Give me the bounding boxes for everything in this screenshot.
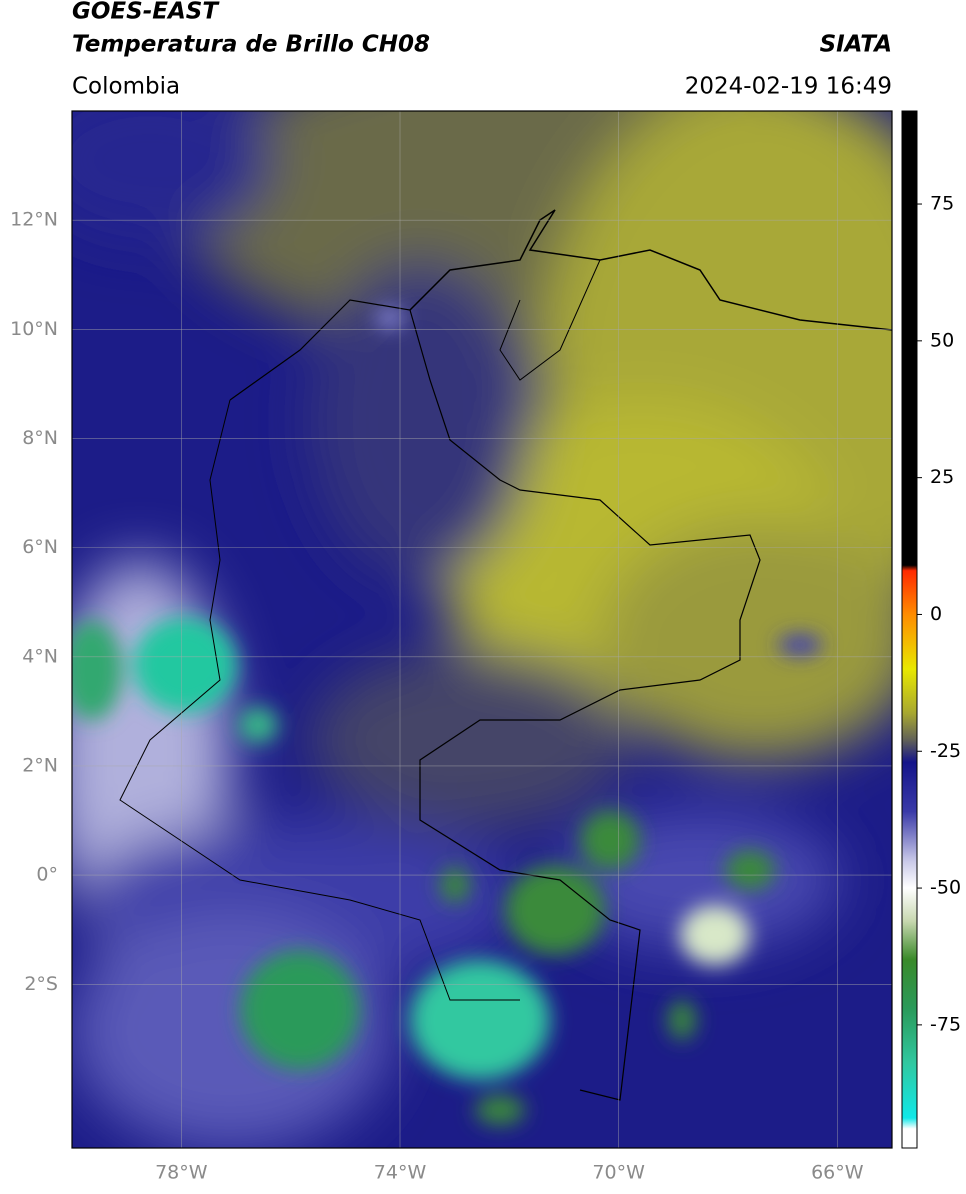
y-tick-label: 2°S [24,973,58,995]
y-tick-label: 2°N [22,754,58,776]
x-tick-label: 78°W [155,1162,208,1184]
colorbar-tick-label: 25 [930,466,954,488]
colorbar-tick-label: 75 [930,193,954,215]
datetime: 2024-02-19 16:49 [685,74,892,100]
grid [72,111,892,1148]
x-tick-label: 70°W [592,1162,645,1184]
satellite-image [72,111,892,1148]
y-tick-label: 12°N [10,209,58,231]
subtitle: Temperatura de Brillo CH08 [72,32,430,58]
y-tick-label: 4°N [22,645,58,667]
y-tick-label: 10°N [10,318,58,340]
colorbar-tick-label: -50 [930,877,961,899]
colorbar-tick-label: -25 [930,740,961,762]
source: SIATA [820,32,892,58]
region: Colombia [72,74,180,100]
x-tick-label: 66°W [811,1162,864,1184]
colorbar-tick-label: 50 [930,329,954,351]
colorbar [901,110,918,1149]
y-tick-label: 6°N [22,536,58,558]
map-frame [71,110,893,1149]
y-tick-label: 0° [36,864,58,886]
x-tick-label: 74°W [374,1162,427,1184]
colorbar-tick-label: -75 [930,1013,961,1035]
title: GOES-EAST [72,0,220,25]
colorbar-tick-label: 0 [930,603,942,625]
y-tick-label: 8°N [22,427,58,449]
